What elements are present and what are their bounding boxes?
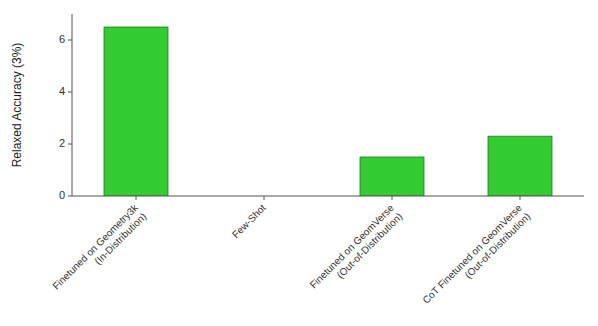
x-tick-label-line: Few-Shot — [230, 202, 268, 240]
bar — [488, 136, 552, 196]
y-tick — [68, 144, 72, 145]
x-tick — [392, 196, 393, 200]
y-tick-label: 2 — [59, 137, 65, 149]
x-tick — [264, 196, 265, 200]
y-tick — [68, 196, 72, 197]
y-tick — [68, 92, 72, 93]
x-tick-label: Finetuned on Geometry3k(In-Distribution) — [50, 201, 149, 300]
x-tick-label: Few-Shot — [230, 202, 268, 240]
x-tick-label-line: (Out-of-Distribution) — [463, 211, 533, 281]
y-tick-label: 4 — [59, 85, 65, 97]
y-tick-label: 6 — [59, 33, 65, 45]
x-tick — [136, 196, 137, 200]
bar — [104, 27, 168, 196]
chart-svg: 0 2 4 6 Finetuned on Geometry3k(In-Distribut… — [0, 0, 598, 326]
y-tick — [68, 40, 72, 41]
x-tick-label-line: Finetuned on Geometry3k — [50, 201, 140, 291]
x-tick-label-line: (Out-of-Distribution) — [335, 211, 405, 281]
y-tick-label: 0 — [59, 189, 65, 201]
x-axis-line — [72, 196, 584, 197]
x-tick-label: Finetuned on GeomVerse(Out-of-Distributi… — [308, 202, 405, 299]
x-tick-label-line: (In-Distribution) — [92, 211, 148, 267]
chart-container: 0 2 4 6 Finetuned on Geometry3k(In-Distribut… — [0, 0, 598, 326]
x-tick-label-line: Finetuned on GeomVerse — [308, 202, 397, 291]
y-axis-line — [72, 14, 73, 196]
x-tick — [520, 196, 521, 200]
bars — [104, 27, 552, 196]
x-tick-label: CoT Finetuned on GeomVerse(Out-of-Distri… — [420, 202, 532, 314]
bar — [360, 157, 424, 196]
x-tick-label-line: CoT Finetuned on GeomVerse — [420, 202, 524, 306]
y-axis-label: Relaxed Accuracy (3%) — [10, 43, 24, 168]
